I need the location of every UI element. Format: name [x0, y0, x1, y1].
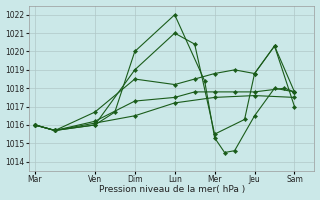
X-axis label: Pression niveau de la mer( hPa ): Pression niveau de la mer( hPa )	[99, 185, 245, 194]
